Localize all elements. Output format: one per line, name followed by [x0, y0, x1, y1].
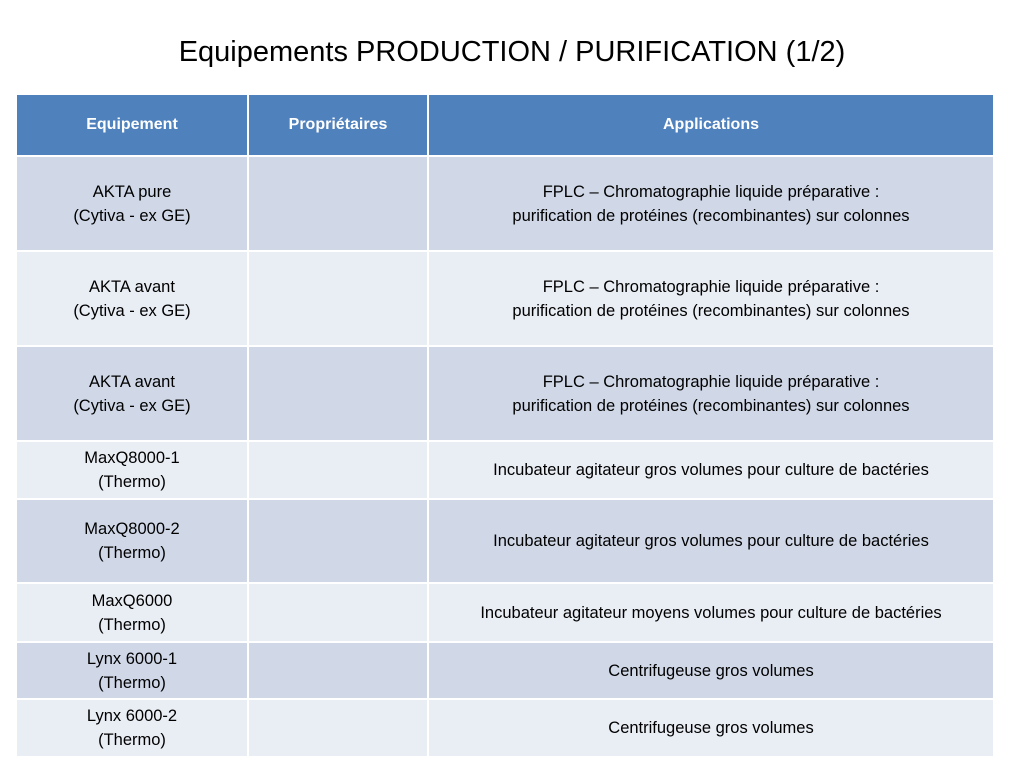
cell-equipement-line: MaxQ8000-1	[84, 449, 180, 467]
table-row: AKTA avant (Cytiva - ex GE) FPLC – Chromat…	[15, 250, 995, 347]
cell-proprietaires	[247, 440, 429, 500]
cell-equipement-line: (Cytiva - ex GE)	[73, 301, 191, 320]
cell-equipement: MaxQ8000-2 (Thermo)	[15, 498, 249, 584]
cell-applications: FPLC – Chromatographie liquide préparati…	[427, 250, 995, 347]
cell-applications: Centrifugeuse gros volumes	[427, 698, 995, 758]
cell-proprietaires	[247, 698, 429, 758]
cell-equipement-line: MaxQ6000	[91, 591, 173, 610]
cell-applications: FPLC – Chromatographie liquide préparati…	[427, 345, 995, 442]
cell-equipement-line: AKTA avant	[89, 372, 175, 391]
table-row: AKTA avant (Cytiva - ex GE) FPLC – Chromat…	[15, 345, 995, 442]
cell-equipement: AKTA pure (Cytiva - ex GE)	[15, 155, 249, 252]
cell-equipement-line: (Thermo)	[98, 473, 166, 491]
cell-applications-line: Incubateur agitateur gros volumes pour c…	[493, 461, 929, 479]
cell-equipement-line: (Cytiva - ex GE)	[73, 206, 191, 225]
table-row: MaxQ8000-1 (Thermo) Incubateur agitateur g…	[15, 440, 995, 500]
cell-proprietaires	[247, 250, 429, 347]
cell-applications: Incubateur agitateur gros volumes pour c…	[427, 440, 995, 500]
cell-applications: FPLC – Chromatographie liquide préparati…	[427, 155, 995, 252]
table-row: MaxQ8000-2 (Thermo) Incubateur agitateur g…	[15, 498, 995, 584]
table-row: Lynx 6000-2 (Thermo) Centrifugeuse gros vo…	[15, 698, 995, 758]
header-proprietaires: Propriétaires	[247, 93, 429, 157]
cell-proprietaires	[247, 498, 429, 584]
cell-applications-line: Incubateur agitateur gros volumes pour c…	[493, 532, 929, 550]
header-equipement: Equipement	[15, 93, 249, 157]
cell-applications-line: purification de protéines (recombinantes…	[512, 301, 910, 320]
cell-equipement-line: AKTA avant	[89, 277, 175, 296]
cell-equipement: AKTA avant (Cytiva - ex GE)	[15, 345, 249, 442]
cell-equipement: Lynx 6000-2 (Thermo)	[15, 698, 249, 758]
cell-applications: Incubateur agitateur gros volumes pour c…	[427, 498, 995, 584]
cell-equipement-line: Lynx 6000-1	[86, 649, 178, 668]
cell-equipement-line: (Thermo)	[98, 615, 166, 634]
slide-title: Equipements PRODUCTION / PURIFICATION (1…	[178, 36, 846, 68]
cell-proprietaires	[247, 582, 429, 643]
table-row: MaxQ6000 (Thermo) Incubateur agitateur moy…	[15, 582, 995, 643]
header-applications: Applications	[427, 93, 995, 157]
cell-equipement-line: MaxQ8000-2	[84, 520, 180, 538]
cell-applications-line: purification de protéines (recombinantes…	[512, 206, 910, 225]
cell-applications-line: FPLC – Chromatographie liquide préparati…	[542, 182, 880, 201]
cell-applications: Centrifugeuse gros volumes	[427, 641, 995, 700]
cell-equipement-line: AKTA pure	[92, 182, 172, 201]
equipment-table: Equipement Propriétaires Applications AK…	[15, 93, 995, 758]
cell-equipement: MaxQ6000 (Thermo)	[15, 582, 249, 643]
cell-applications-line: Centrifugeuse gros volumes	[608, 661, 814, 680]
cell-applications: Incubateur agitateur moyens volumes pour…	[427, 582, 995, 643]
cell-applications-line: FPLC – Chromatographie liquide préparati…	[542, 372, 880, 391]
cell-equipement: MaxQ8000-1 (Thermo)	[15, 440, 249, 500]
cell-proprietaires	[247, 155, 429, 252]
cell-equipement-line: (Thermo)	[98, 544, 166, 562]
cell-proprietaires	[247, 345, 429, 442]
cell-equipement-line: (Thermo)	[98, 673, 166, 692]
cell-equipement: Lynx 6000-1 (Thermo)	[15, 641, 249, 700]
cell-applications-line: Centrifugeuse gros volumes	[608, 719, 814, 737]
table-row: Lynx 6000-1 (Thermo) Centrifugeuse gros vo…	[15, 641, 995, 700]
cell-equipement-line: (Cytiva - ex GE)	[73, 396, 191, 415]
cell-applications-line: purification de protéines (recombinantes…	[512, 396, 910, 415]
cell-applications-line: FPLC – Chromatographie liquide préparati…	[542, 277, 880, 296]
cell-equipement: AKTA avant (Cytiva - ex GE)	[15, 250, 249, 347]
table-row: AKTA pure (Cytiva - ex GE) FPLC – Chromato…	[15, 155, 995, 252]
cell-applications-line: Incubateur agitateur moyens volumes pour…	[480, 603, 942, 622]
cell-equipement-line: Lynx 6000-2	[86, 707, 178, 725]
table-header-row: Equipement Propriétaires Applications	[15, 93, 995, 157]
cell-proprietaires	[247, 641, 429, 700]
cell-equipement-line: (Thermo)	[98, 731, 166, 749]
